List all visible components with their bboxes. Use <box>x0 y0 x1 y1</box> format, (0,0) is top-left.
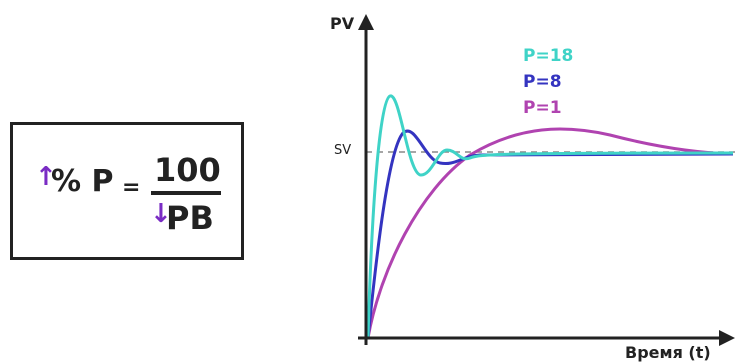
series-p18-line <box>366 94 734 339</box>
legend-p1: P=1 <box>523 98 562 118</box>
numerator: 100 <box>154 151 221 189</box>
fraction-bar <box>151 191 221 195</box>
percent-p-label: % P <box>51 164 114 199</box>
x-axis-arrowhead <box>719 330 735 346</box>
formula-box: ↑ % P = 100 ↓ PB <box>10 122 244 260</box>
series-p1-line <box>366 127 734 339</box>
legend-p8: P=8 <box>523 72 562 92</box>
legend-p18: P=18 <box>523 46 574 66</box>
x-axis-label: Время (t) <box>625 343 711 362</box>
down-arrow-icon: ↓ <box>150 199 172 229</box>
denominator: PB <box>166 199 214 237</box>
up-arrow-icon: ↑ <box>35 162 57 192</box>
series-p8-line <box>366 129 734 339</box>
y-axis-arrowhead <box>358 14 374 30</box>
setpoint-label: SV <box>334 143 352 158</box>
y-axis-label: PV <box>330 14 355 33</box>
equals-sign: = <box>122 175 141 200</box>
